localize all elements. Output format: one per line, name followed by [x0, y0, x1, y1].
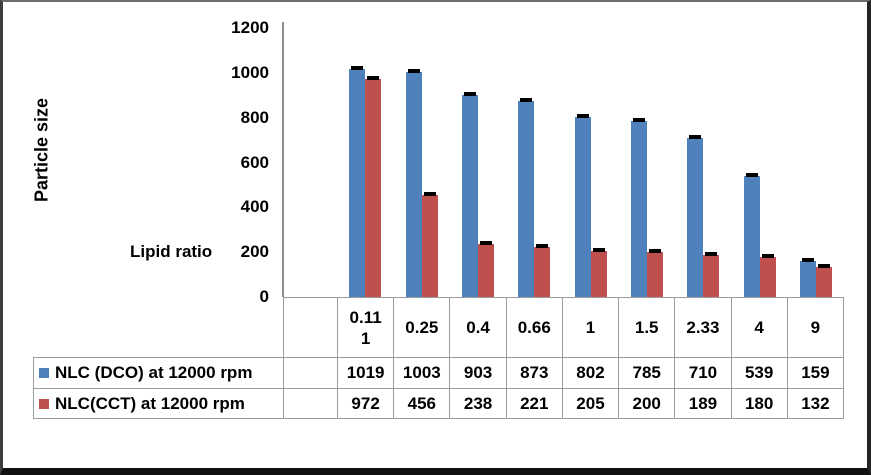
bar-series2-cat4	[760, 257, 776, 297]
error-bar-cap	[480, 241, 492, 245]
table-spacer-cell	[34, 298, 284, 358]
y-tick-label: 1000	[231, 62, 269, 82]
bar-series2-cat9	[816, 267, 832, 297]
value-cell: 200	[618, 388, 676, 419]
value-cell: 972	[336, 388, 395, 419]
category-cell: 2.33	[674, 297, 732, 358]
value-cell: 221	[505, 388, 563, 419]
value-cell: 1003	[393, 357, 451, 389]
error-bar-cap	[705, 252, 717, 256]
bar-series1-cat1	[575, 117, 591, 297]
error-bar-cap	[818, 264, 830, 268]
category-cell: 0.4	[449, 297, 507, 358]
value-cell: 180	[730, 388, 788, 419]
error-bar-cap	[536, 244, 548, 248]
empty-value-cell	[283, 357, 338, 389]
bar-series1-cat4	[744, 176, 760, 297]
error-bar-cap	[633, 118, 645, 122]
value-cell: 539	[730, 357, 788, 389]
value-cell: 205	[561, 388, 620, 419]
category-cell: 0.66	[505, 297, 563, 358]
error-bar-cap	[746, 173, 758, 177]
category-cell: 1.5	[618, 297, 676, 358]
bar-series1-cat0.4	[462, 95, 478, 297]
error-bar-cap	[649, 249, 661, 253]
value-cell: 238	[449, 388, 507, 419]
y-tick-label: 600	[240, 152, 269, 172]
empty-category-cell	[283, 297, 338, 358]
value-cell: 1019	[336, 357, 395, 389]
error-bar-cap	[762, 254, 774, 258]
y-tick-label: 400	[240, 197, 269, 217]
value-cell: 159	[786, 357, 845, 389]
category-cell: 0.11 1	[336, 297, 395, 358]
empty-value-cell	[283, 388, 338, 419]
y-tick-label: 0	[259, 287, 269, 306]
bar-series2-cat1	[591, 251, 607, 297]
error-bar-cap	[367, 76, 379, 80]
y-tick-label: 800	[240, 107, 269, 127]
bar-series1-cat1.5	[631, 121, 647, 297]
value-cell: 873	[505, 357, 563, 389]
bar-series1-cat0.111	[349, 69, 365, 297]
bar-series2-cat0.25	[422, 195, 438, 297]
error-bar-cap	[577, 114, 589, 118]
error-bar-cap	[689, 135, 701, 139]
value-cell: 132	[786, 388, 845, 419]
series-name: NLC (DCO) at 12000 rpm	[55, 363, 253, 382]
bar-series2-cat2.33	[703, 255, 719, 297]
y-tick-label: 1200	[231, 18, 269, 37]
value-cell: 785	[618, 357, 676, 389]
y-axis-title: Particle size	[31, 97, 52, 203]
bar-series1-cat0.66	[518, 101, 534, 297]
series-name: NLC(CCT) at 12000 rpm	[55, 393, 245, 413]
value-cell: 710	[674, 357, 732, 389]
bar-series1-cat0.25	[406, 72, 422, 297]
error-bar-cap	[802, 258, 814, 262]
error-bar-cap	[520, 98, 532, 102]
error-bar-cap	[464, 92, 476, 96]
x-axis-title: Lipid ratio	[130, 242, 213, 261]
value-cell: 802	[561, 357, 620, 389]
category-cell: 1	[561, 297, 620, 358]
value-cell: 189	[674, 388, 732, 419]
error-bar-cap	[351, 66, 363, 70]
y-tick-label: 200	[240, 242, 269, 262]
category-cell: 9	[786, 297, 845, 358]
bar-series2-cat0.111	[365, 79, 381, 297]
series-label-cell: NLC(CCT) at 12000 rpm	[33, 388, 284, 419]
category-cell: 0.25	[393, 297, 451, 358]
legend-marker-icon	[39, 368, 49, 378]
value-cell: 456	[393, 388, 451, 419]
legend-marker-icon	[39, 398, 49, 409]
data-table: 0.11 1 0.25 0.4 0.66 1 1.5 2.33 4 9 NLC (DCO) at …	[33, 297, 845, 419]
bar-series1-cat9	[800, 261, 816, 297]
bar-series2-cat0.66	[534, 247, 550, 297]
error-bar-cap	[424, 192, 436, 196]
bar-series2-cat1.5	[647, 252, 663, 297]
error-bar-cap	[408, 69, 420, 73]
bar-series1-cat2.33	[687, 138, 703, 297]
value-cell: 903	[449, 357, 507, 389]
error-bar-cap	[593, 248, 605, 252]
series-label-cell: NLC (DCO) at 12000 rpm	[33, 357, 284, 389]
bar-series2-cat0.4	[478, 244, 494, 297]
category-cell: 4	[730, 297, 788, 358]
y-axis-line	[282, 22, 284, 297]
